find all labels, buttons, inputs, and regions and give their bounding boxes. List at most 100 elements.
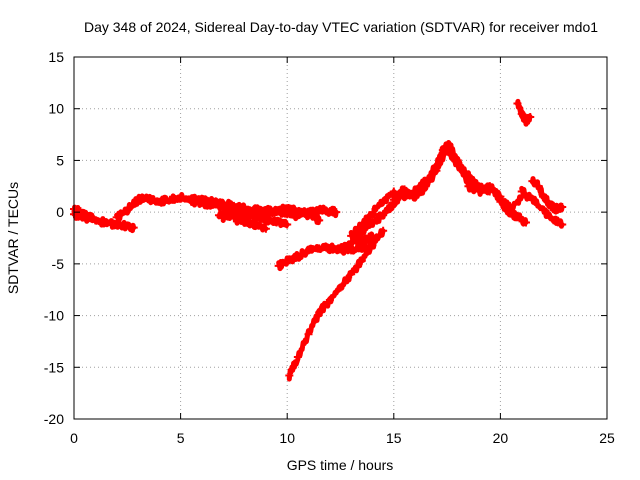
data-point bbox=[421, 182, 430, 191]
data-point bbox=[176, 193, 185, 202]
x-tick-labels: 0 5 10 15 20 25 bbox=[70, 430, 615, 446]
chart-title: Day 348 of 2024, Sidereal Day-to-day VTE… bbox=[84, 19, 598, 35]
data-point bbox=[76, 207, 85, 216]
data-point bbox=[283, 220, 292, 229]
data-point bbox=[549, 216, 558, 225]
data-point bbox=[521, 218, 530, 227]
series-trace bbox=[231, 213, 269, 233]
data-point bbox=[123, 206, 132, 215]
data-point bbox=[379, 226, 388, 235]
series-arc-15 bbox=[453, 161, 526, 214]
data-point bbox=[283, 256, 292, 265]
series-arc-6 bbox=[214, 203, 324, 226]
data-point bbox=[257, 211, 266, 220]
data-point bbox=[272, 218, 281, 227]
data-point bbox=[528, 177, 537, 186]
data-point bbox=[278, 205, 287, 214]
data-point bbox=[315, 206, 324, 215]
data-point bbox=[144, 194, 153, 203]
data-point bbox=[236, 205, 245, 214]
data-point bbox=[464, 182, 473, 191]
data-point bbox=[89, 213, 98, 222]
x-tick-label: 25 bbox=[599, 430, 615, 446]
data-point bbox=[310, 213, 319, 222]
data-point bbox=[526, 112, 535, 121]
data-point bbox=[246, 207, 255, 216]
series-arc-7 bbox=[229, 213, 270, 233]
data-point bbox=[379, 197, 388, 206]
data-point bbox=[485, 182, 494, 191]
data-point bbox=[357, 228, 366, 237]
data-point bbox=[558, 220, 567, 229]
data-point bbox=[133, 195, 142, 204]
data-point bbox=[432, 166, 441, 175]
data-point bbox=[229, 214, 238, 223]
data-point bbox=[502, 206, 511, 215]
data-point bbox=[558, 202, 567, 211]
data-point bbox=[315, 308, 324, 317]
y-tick-label: 5 bbox=[56, 152, 64, 168]
y-tick-label: 0 bbox=[56, 204, 64, 220]
data-point bbox=[464, 171, 473, 180]
data-point bbox=[336, 244, 345, 253]
data-point bbox=[123, 221, 132, 230]
data-point bbox=[368, 241, 377, 250]
data-point bbox=[357, 244, 366, 253]
y-axis-label: SDTVAR / TECUs bbox=[5, 182, 21, 294]
y-tick-label: -20 bbox=[44, 411, 64, 427]
data-point bbox=[534, 182, 543, 191]
data-point bbox=[293, 352, 302, 361]
data-point bbox=[551, 205, 560, 214]
data-point bbox=[208, 200, 217, 209]
series-arc-9 bbox=[285, 226, 388, 382]
data-point bbox=[379, 211, 388, 220]
data-point bbox=[101, 218, 110, 227]
data-point bbox=[517, 187, 526, 196]
data-point bbox=[165, 195, 174, 204]
data-point bbox=[389, 195, 398, 204]
y-tick-label: 15 bbox=[48, 49, 64, 65]
data-point bbox=[347, 270, 356, 279]
y-tick-label: -10 bbox=[44, 308, 64, 324]
axis-ticks bbox=[73, 56, 608, 420]
x-tick-label: 5 bbox=[177, 430, 185, 446]
x-tick-label: 15 bbox=[386, 430, 402, 446]
data-point bbox=[304, 330, 313, 339]
data-point bbox=[443, 146, 452, 155]
data-point bbox=[293, 252, 302, 261]
data-point bbox=[251, 221, 260, 230]
data-point bbox=[274, 261, 283, 270]
data-point bbox=[112, 220, 121, 229]
data-point bbox=[336, 283, 345, 292]
data-point bbox=[357, 256, 366, 265]
data-point bbox=[515, 214, 524, 223]
data-point bbox=[539, 206, 548, 215]
data-point bbox=[368, 232, 377, 241]
data-point bbox=[400, 185, 409, 194]
data-point bbox=[517, 109, 526, 118]
data-point bbox=[219, 202, 228, 211]
data-point bbox=[155, 197, 164, 206]
data-point bbox=[240, 218, 249, 227]
series-trace bbox=[391, 146, 493, 205]
series-arc-10 bbox=[336, 192, 405, 254]
data-point bbox=[357, 221, 366, 230]
data-point bbox=[513, 99, 522, 108]
series-arc-12 bbox=[351, 231, 377, 247]
data-point bbox=[368, 218, 377, 227]
data-series bbox=[70, 98, 567, 382]
data-point bbox=[304, 246, 313, 255]
data-point bbox=[285, 371, 294, 380]
data-point bbox=[261, 224, 270, 233]
y-tick-label: -15 bbox=[44, 359, 64, 375]
data-point bbox=[315, 216, 324, 225]
data-point bbox=[521, 117, 530, 126]
data-point bbox=[129, 223, 138, 232]
data-point bbox=[411, 193, 420, 202]
data-point bbox=[300, 209, 309, 218]
data-point bbox=[539, 192, 548, 201]
y-tick-labels: -20 -15 -10 -5 0 5 10 15 bbox=[44, 49, 64, 427]
data-point bbox=[112, 213, 121, 222]
data-point bbox=[214, 211, 223, 220]
